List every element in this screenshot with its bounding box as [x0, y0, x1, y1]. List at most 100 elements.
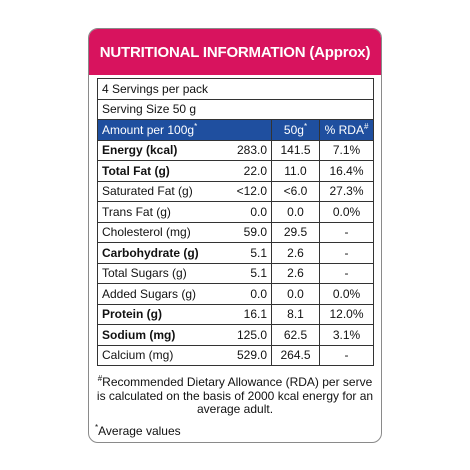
nutrient-cell: Saturated Fat (g) <12.0: [97, 180, 272, 202]
column-header: 50g*: [271, 119, 320, 141]
nutrient-inner: Calcium (mg) 529.0: [102, 348, 267, 362]
nutrient-cell: Calcium (mg) 529.0: [97, 344, 272, 366]
header-title: NUTRITIONAL INFORMATION (Approx): [89, 29, 381, 75]
value-100g: 16.1: [243, 307, 267, 322]
nutrient-cell: Sodium (mg) 125.0: [97, 324, 272, 346]
rda-cell: 12.0%: [318, 303, 375, 325]
value-50g-cell: 0.0: [271, 283, 320, 305]
nutrient-label: Sodium (mg): [102, 327, 176, 342]
nutrient-row: Total Sugars (g) 5.1 2.6 -: [97, 262, 375, 284]
nutrient-inner: Protein (g) 16.1: [102, 307, 267, 321]
value-100g: <12.0: [236, 184, 267, 199]
value-100g: 5.1: [250, 245, 267, 260]
nutrient-cell: Carbohydrate (g) 5.1: [97, 242, 272, 264]
value-rda: -: [344, 225, 349, 240]
nutrient-inner: Cholesterol (mg) 59.0: [102, 225, 267, 239]
column-text: Amount per 100g: [102, 123, 195, 138]
nutrient-cell: Protein (g) 16.1: [97, 303, 272, 325]
value-rda: 27.3%: [329, 184, 364, 199]
nutrient-cell: Total Sugars (g) 5.1: [97, 262, 272, 284]
footnotes: #Recommended Dietary Allowance (RDA) per…: [89, 366, 381, 438]
column-text: 50g: [283, 123, 304, 138]
nutrient-label: Total Sugars (g): [102, 266, 187, 281]
column-sup: *: [194, 122, 198, 132]
nutrient-row: Saturated Fat (g) <12.0 <6.0 27.3%: [97, 180, 375, 202]
nutrient-cell: Trans Fat (g) 0.0: [97, 201, 272, 223]
value-50g-cell: 11.0: [271, 160, 320, 182]
value-rda: 16.4%: [329, 163, 364, 178]
value-50g-cell: 141.5: [271, 139, 320, 161]
nutrient-inner: Trans Fat (g) 0.0: [102, 205, 267, 219]
value-50g-cell: <6.0: [271, 180, 320, 202]
value-50g-cell: 2.6: [271, 262, 320, 284]
serving-row: Serving Size 50 g: [96, 98, 375, 120]
column-header: Amount per 100g*: [97, 119, 272, 141]
value-50g: 62.5: [283, 327, 308, 342]
value-50g: 0.0: [287, 286, 304, 301]
value-50g-cell: 8.1: [271, 303, 320, 325]
nutrient-cell: Energy (kcal) 283.0: [97, 139, 272, 161]
nutrient-inner: Added Sugars (g) 0.0: [102, 287, 267, 301]
value-50g: 141.5: [280, 143, 311, 158]
nutrient-label: Protein (g): [102, 307, 162, 322]
value-50g: 0.0: [287, 204, 304, 219]
nutrient-cell: Total Fat (g) 22.0: [97, 160, 272, 182]
nutrient-cell: Cholesterol (mg) 59.0: [97, 221, 272, 243]
rda-cell: 7.1%: [318, 139, 375, 161]
rda-cell: 0.0%: [318, 283, 375, 305]
column-sup: *: [303, 122, 308, 132]
rda-cell: 16.4%: [318, 160, 375, 182]
value-100g: 529.0: [236, 348, 267, 363]
serving-cell: 4 Servings per pack: [96, 78, 375, 100]
nutrient-row: Sodium (mg) 125.0 62.5 3.1%: [97, 324, 375, 346]
nutrient-row: Trans Fat (g) 0.0 0.0 0.0%: [97, 201, 375, 223]
rda-cell: -: [318, 262, 375, 284]
footnote-sup: #: [97, 374, 103, 383]
serving-text: 4 Servings per pack: [102, 81, 209, 96]
nutrition-card: NUTRITIONAL INFORMATION (Approx) 4 Servi…: [88, 28, 382, 443]
column-text: % RDA: [324, 123, 364, 138]
value-50g: 264.5: [280, 348, 311, 363]
value-50g: 11.0: [284, 163, 307, 178]
value-50g: 8.1: [287, 307, 304, 322]
column-header-row: Amount per 100g* 50g*% RDA#: [97, 119, 375, 141]
nutrient-inner: Sodium (mg) 125.0: [102, 328, 267, 342]
rda-cell: -: [318, 242, 375, 264]
footnote: *Average values: [95, 421, 375, 439]
column-header: % RDA#: [318, 119, 375, 141]
value-100g: 283.0: [236, 143, 267, 158]
value-50g: 29.5: [283, 225, 308, 240]
nutrient-label: Calcium (mg): [102, 348, 174, 363]
nutrient-label: Trans Fat (g): [102, 204, 171, 219]
nutrient-label: Saturated Fat (g): [102, 184, 193, 199]
rda-cell: 3.1%: [318, 324, 375, 346]
rda-cell: 27.3%: [318, 180, 375, 202]
value-100g: 0.0: [250, 286, 267, 301]
nutrient-row: Carbohydrate (g) 5.1 2.6 -: [97, 242, 375, 264]
value-100g: 22.0: [243, 163, 267, 178]
nutrition-table: 4 Servings per pack Serving Size 50 g Amou…: [96, 78, 375, 366]
value-100g: 59.0: [243, 225, 267, 240]
value-50g-cell: 0.0: [271, 201, 320, 223]
column-sup: #: [363, 122, 369, 132]
value-50g: 2.6: [287, 266, 304, 281]
nutrient-label: Carbohydrate (g): [102, 245, 199, 260]
footnote-text: Average values: [98, 423, 181, 438]
value-50g-cell: 2.6: [271, 242, 320, 264]
rda-cell: 0.0%: [318, 201, 375, 223]
nutrient-inner: Total Sugars (g) 5.1: [102, 266, 267, 280]
value-rda: 0.0%: [332, 204, 361, 219]
nutrient-row: Added Sugars (g) 0.0 0.0 0.0%: [97, 283, 375, 305]
value-rda: -: [344, 266, 349, 281]
serving-row: 4 Servings per pack: [96, 78, 375, 100]
nutrient-inner: Carbohydrate (g) 5.1: [102, 246, 267, 260]
nutrient-label: Cholesterol (mg): [102, 225, 191, 240]
nutrient-label: Added Sugars (g): [102, 286, 197, 301]
serving-text: Serving Size 50 g: [102, 102, 197, 117]
nutrient-label: Total Fat (g): [102, 163, 170, 178]
rda-cell: -: [318, 344, 375, 366]
value-50g: 2.6: [287, 245, 304, 260]
value-50g-cell: 264.5: [271, 344, 320, 366]
value-rda: 0.0%: [332, 286, 361, 301]
value-50g: <6.0: [283, 184, 308, 199]
